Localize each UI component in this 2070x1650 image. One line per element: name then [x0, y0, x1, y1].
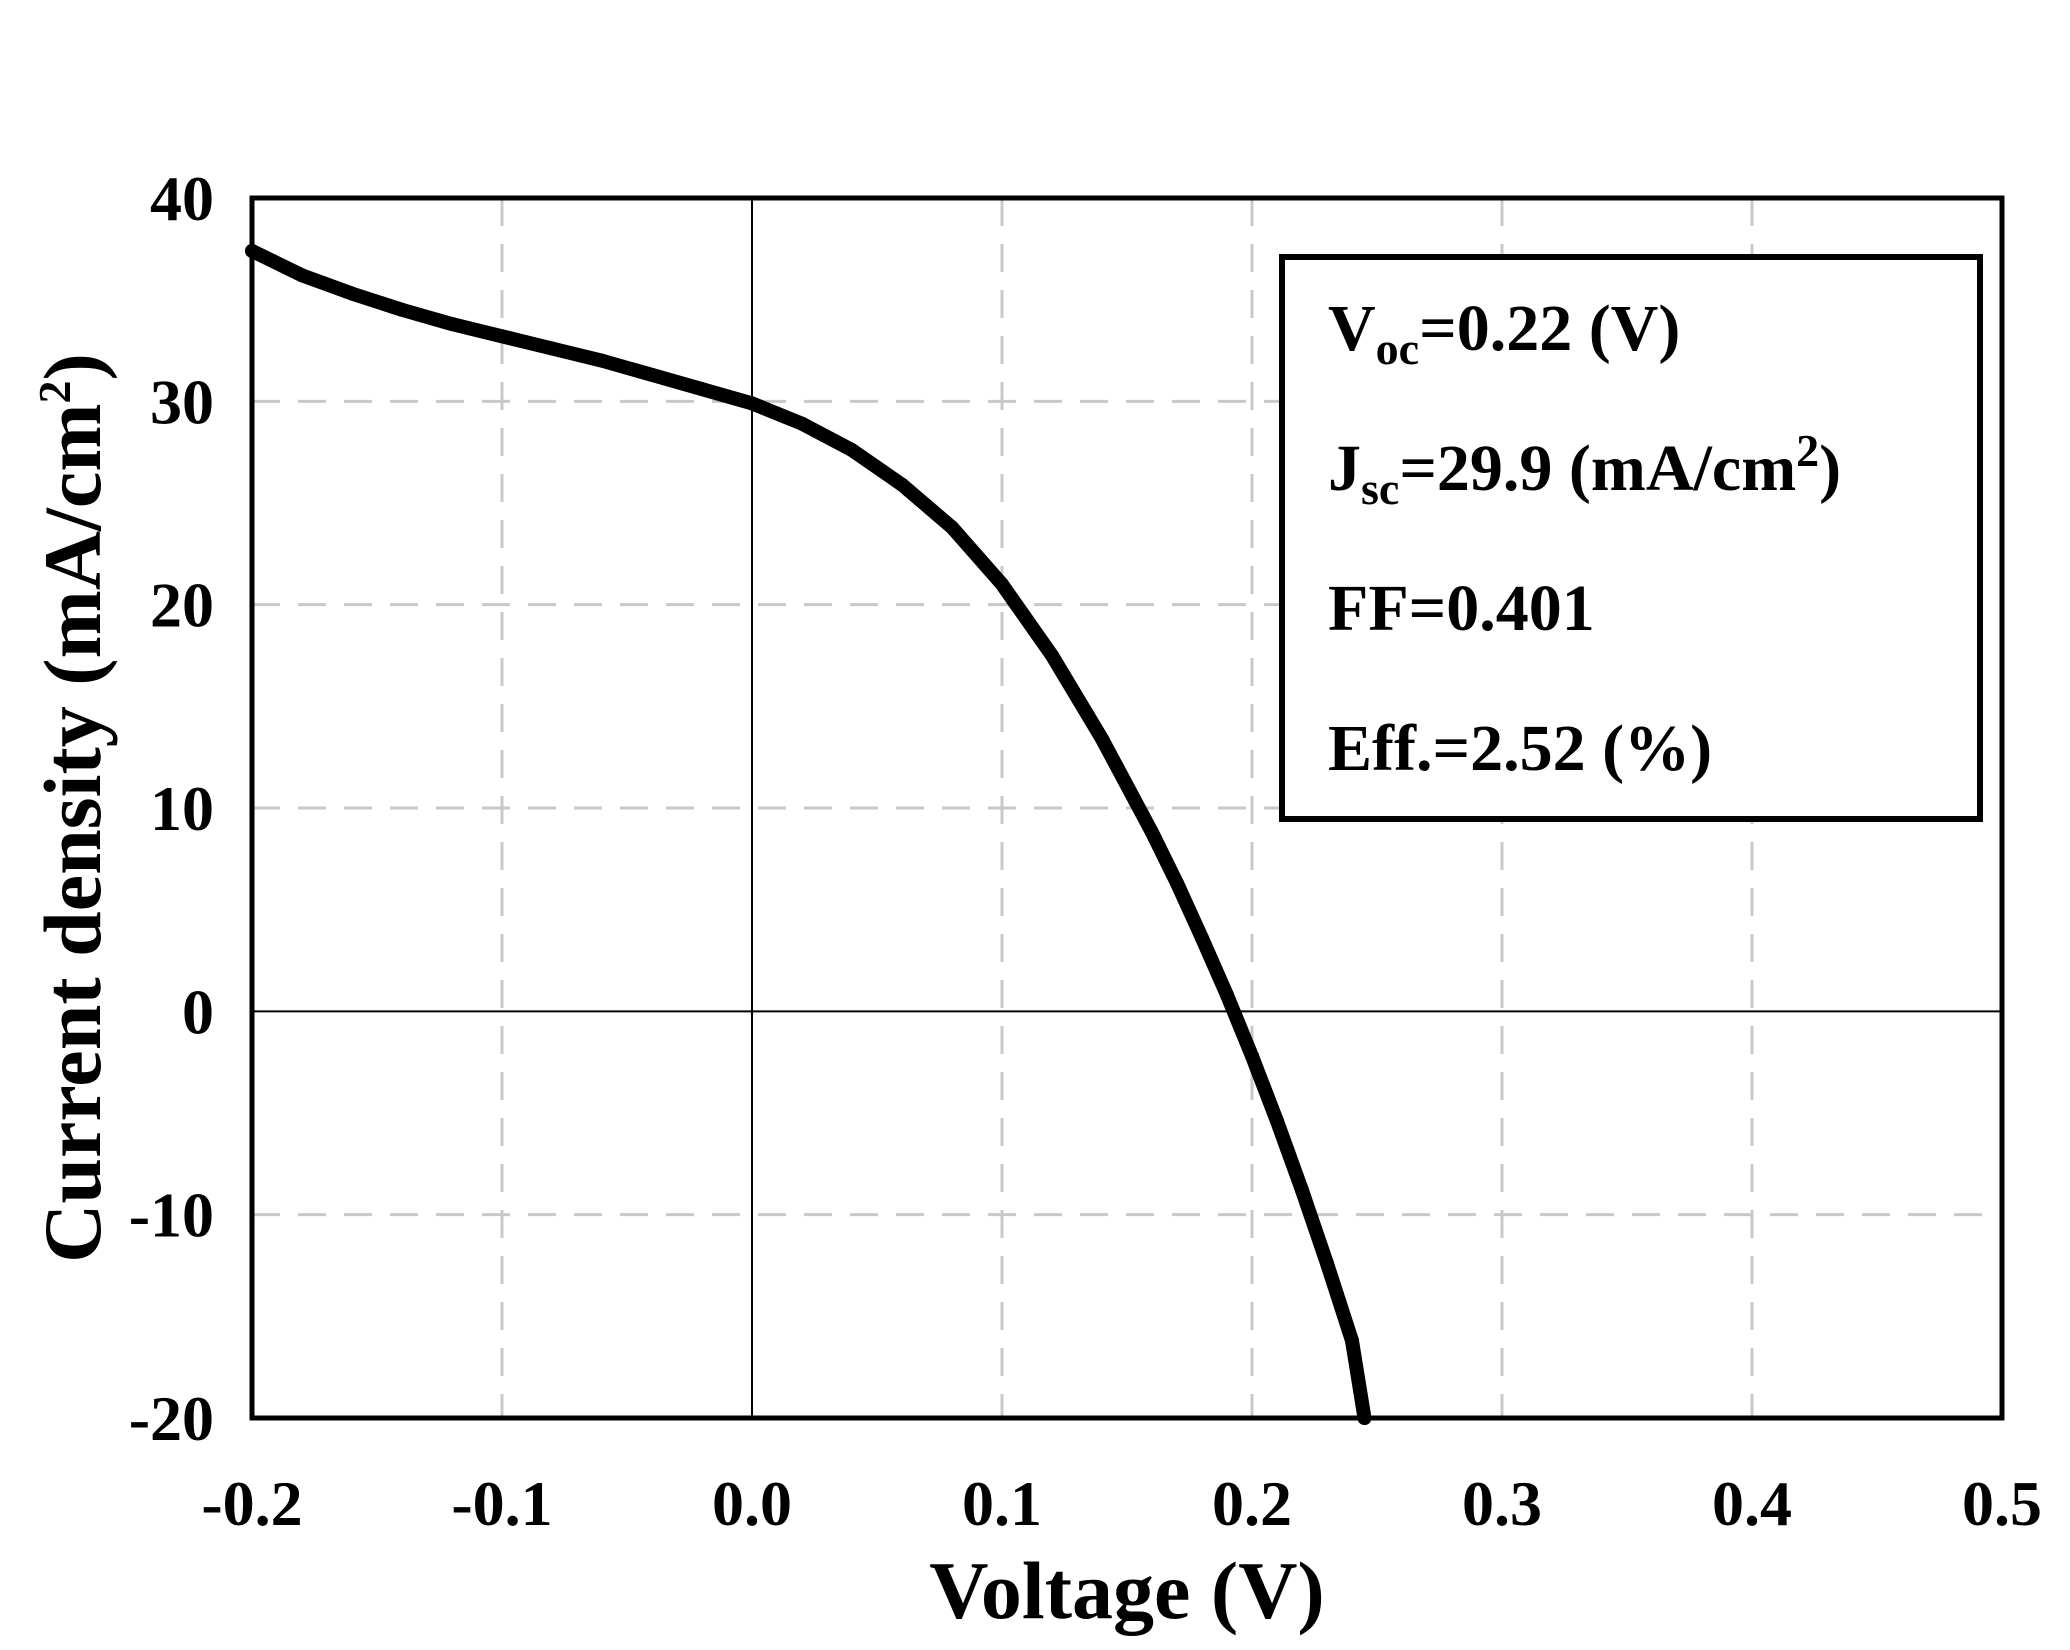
- data-point: [1170, 876, 1184, 891]
- data-point: [795, 416, 809, 431]
- stats-box: Voc=0.22 (V) Jsc=29.9 (mA/cm2) FF=0.401 …: [1279, 254, 1983, 822]
- x-tick-label: 0.5: [1962, 1468, 2042, 1539]
- y-axis-label: Current density (mA/cm2): [27, 353, 118, 1263]
- y-tick-label: 20: [150, 570, 214, 641]
- data-point: [295, 268, 309, 283]
- data-point: [845, 443, 859, 458]
- x-tick-labels: -0.2 -0.1 0.0 0.1 0.2 0.3 0.4 0.5: [201, 1468, 2042, 1539]
- data-point: [1145, 825, 1159, 840]
- x-axis-label: Voltage (V): [929, 1545, 1325, 1636]
- data-point: [1045, 648, 1059, 663]
- x-tick-label: 0.4: [1712, 1468, 1792, 1539]
- data-point: [1220, 988, 1234, 1003]
- stat-voc-value: =0.22 (V): [1419, 292, 1680, 365]
- data-point: [345, 286, 359, 301]
- data-point: [995, 577, 1009, 592]
- stat-voc-subscript: oc: [1376, 323, 1419, 374]
- stats-box-frame: [1279, 254, 1983, 822]
- x-tick-label: 0.0: [712, 1468, 792, 1539]
- y-axis-label-main: Current density (mA/cm: [27, 403, 118, 1262]
- stat-eff: Eff.=2.52 (%): [1328, 712, 1712, 785]
- data-point: [745, 396, 759, 411]
- stat-jsc-close: ): [1819, 432, 1841, 505]
- y-tick-label: 40: [150, 163, 214, 234]
- data-point: [1270, 1114, 1284, 1129]
- y-tick-label: 10: [150, 773, 214, 844]
- data-point: [645, 367, 659, 382]
- y-tick-label: 0: [182, 976, 214, 1047]
- y-tick-label: -20: [129, 1383, 214, 1454]
- data-point: [545, 341, 559, 356]
- stat-ff: FF=0.401: [1328, 572, 1595, 645]
- data-point: [595, 353, 609, 368]
- x-tick-label: 0.1: [962, 1468, 1042, 1539]
- stat-jsc-value: =29.9 (mA/cm: [1399, 432, 1796, 505]
- x-tick-label: -0.2: [201, 1468, 302, 1539]
- data-point: [1245, 1049, 1259, 1064]
- data-point: [695, 382, 709, 397]
- x-tick-label: 0.3: [1462, 1468, 1542, 1539]
- y-tick-label: -10: [129, 1180, 214, 1251]
- data-point: [945, 520, 959, 535]
- data-point: [395, 302, 409, 317]
- data-point: [895, 477, 909, 492]
- series-group: [245, 243, 1372, 1425]
- stat-voc: Voc=0.22 (V): [1328, 292, 1680, 374]
- y-axis-label-close: ): [27, 353, 118, 380]
- series-line-0: [245, 243, 1372, 1425]
- stat-jsc-subscript: sc: [1361, 463, 1399, 514]
- data-point: [1295, 1183, 1309, 1198]
- data-point: [1320, 1256, 1334, 1271]
- y-axis-label-superscript: 2: [29, 380, 80, 403]
- y-tick-labels: -20 -10 0 10 20 30 40: [129, 163, 214, 1454]
- x-tick-label: 0.2: [1212, 1468, 1292, 1539]
- data-point: [1195, 931, 1209, 946]
- data-point: [495, 329, 509, 344]
- stat-voc-symbol: V: [1328, 292, 1376, 365]
- y-tick-label: 30: [150, 366, 214, 437]
- data-point: [1095, 731, 1109, 746]
- stat-jsc-superscript: 2: [1796, 425, 1819, 476]
- x-tick-label: -0.1: [451, 1468, 552, 1539]
- stat-jsc-symbol: J: [1328, 432, 1361, 505]
- stat-jsc: Jsc=29.9 (mA/cm2): [1328, 425, 1841, 514]
- data-point: [1345, 1333, 1359, 1348]
- plot-frame: [249, 195, 2005, 1421]
- data-point: [445, 317, 459, 332]
